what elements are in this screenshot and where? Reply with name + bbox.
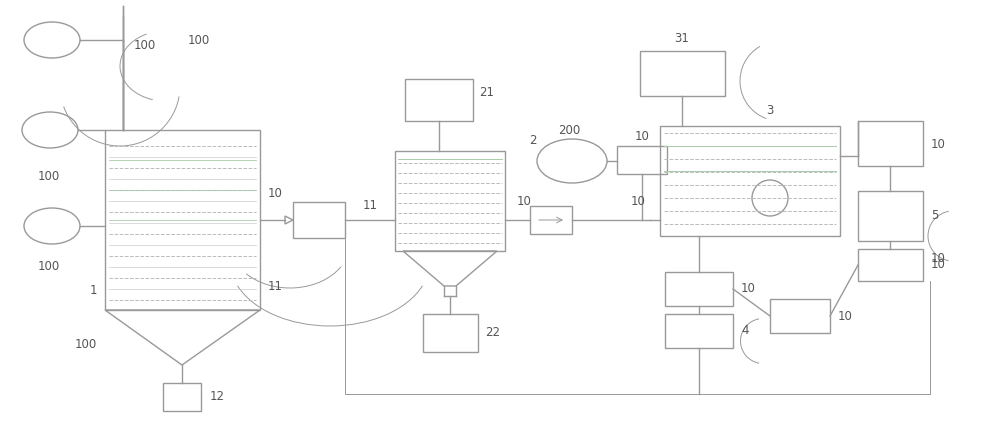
Text: 10: 10	[931, 252, 946, 266]
Text: 10: 10	[838, 310, 853, 323]
Text: 31: 31	[675, 33, 689, 45]
Text: 100: 100	[188, 34, 210, 48]
Bar	[163, 383, 201, 411]
Text: 12: 12	[210, 391, 225, 403]
Text: 11: 11	[362, 200, 378, 212]
Text: 10: 10	[931, 259, 946, 272]
Bar	[105, 130, 260, 310]
Text: 1: 1	[90, 283, 97, 296]
Text: 10: 10	[741, 283, 756, 296]
Text: 100: 100	[38, 170, 60, 183]
Text: 100: 100	[75, 338, 97, 351]
Text: 2: 2	[529, 134, 537, 147]
Bar	[770, 299, 830, 333]
Bar	[293, 202, 345, 238]
Text: 10: 10	[517, 195, 531, 208]
Text: 3: 3	[766, 105, 774, 117]
Bar	[423, 314, 478, 352]
Bar	[665, 272, 733, 306]
Bar	[640, 51, 725, 96]
Text: 5: 5	[931, 210, 938, 222]
Bar	[660, 126, 840, 236]
Bar	[617, 146, 667, 174]
Bar	[665, 314, 733, 348]
Text: 10: 10	[631, 195, 645, 208]
Text: 200: 200	[558, 125, 580, 137]
Bar	[858, 121, 923, 166]
Bar	[858, 249, 923, 281]
Bar	[395, 151, 505, 251]
Text: 11: 11	[268, 279, 283, 293]
Text: 4: 4	[741, 324, 748, 337]
Text: 22: 22	[485, 327, 500, 340]
Text: 10: 10	[635, 129, 649, 143]
Text: 100: 100	[134, 40, 156, 52]
Text: 10: 10	[268, 187, 282, 201]
Text: 10: 10	[931, 137, 946, 150]
Bar	[530, 206, 572, 234]
Text: 100: 100	[38, 259, 60, 272]
Bar	[405, 79, 473, 121]
Bar	[858, 191, 923, 241]
Text: 21: 21	[480, 85, 494, 99]
